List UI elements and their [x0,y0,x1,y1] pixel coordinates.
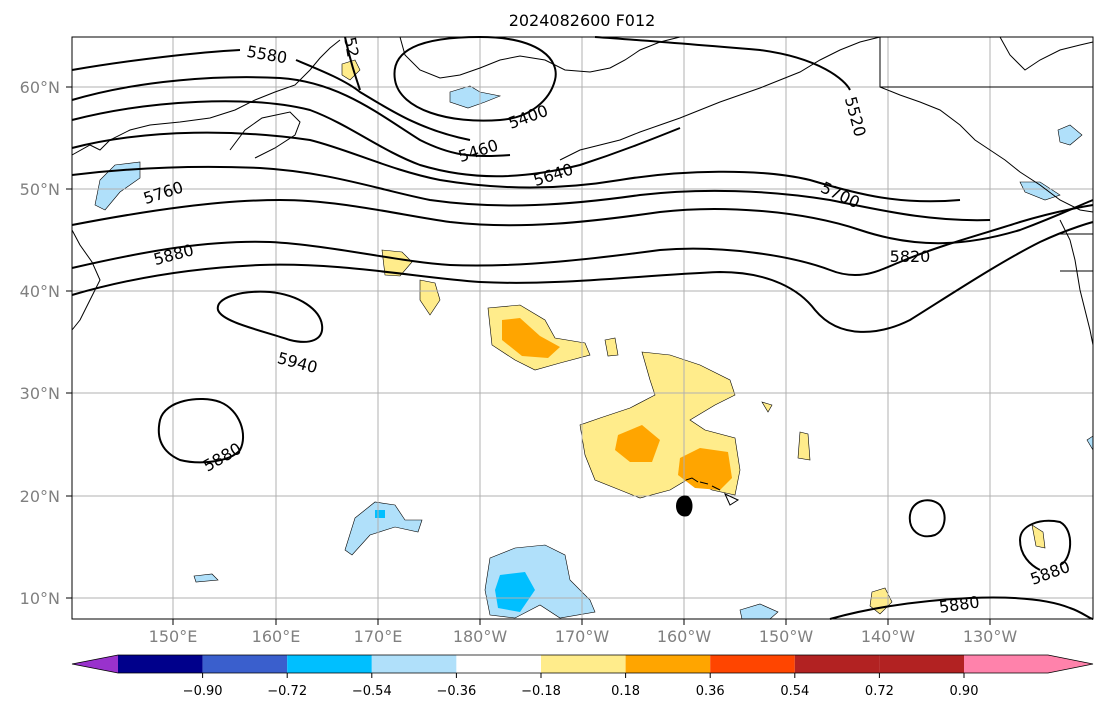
colorbar-label: −0.36 [436,684,476,699]
lon-label: 140°W [861,627,916,646]
negative-anomaly-region [1057,124,1083,146]
lon-label: 150°W [759,627,814,646]
tick-marks [66,86,991,625]
colorbar-segment [541,655,626,673]
longitude-labels: 150°E 160°E 170°E 180°W 170°W 160°W 150°… [149,627,1018,646]
contour-5640 [71,100,681,178]
contour-5700 [71,131,961,203]
positive-anomaly-core [678,448,732,490]
contour-5880 [71,204,1094,277]
colorbar-label: −0.90 [183,684,223,699]
colorbar-label: −0.18 [521,684,561,699]
negative-anomaly-region [344,501,423,556]
colorbar-label: 0.90 [950,684,979,699]
colorbar-segment [879,655,964,673]
colorbar-label: −0.54 [352,684,392,699]
coastlines [71,36,1094,346]
latitude-labels: 60°N 50°N 40°N 30°N 20°N 10°N [20,78,60,608]
negative-anomaly-core [375,510,385,518]
negative-anomaly-region [739,603,779,620]
colorbar-segment [456,655,541,673]
contour-label: 5820 [890,247,931,266]
lon-label: 170°E [354,627,403,646]
lon-label: 160°W [657,627,712,646]
contour-5880-c [157,398,245,464]
contour-5820 [71,198,1094,245]
colorbar-outline [71,654,1094,674]
positive-anomaly-core [615,425,660,462]
colorbar-segment [625,655,711,673]
colorbar-segment [710,655,795,673]
anomaly-shading [94,59,1094,620]
contour-5520 [344,36,851,91]
colorbar-left-arrow [72,655,118,673]
negative-anomaly-region [94,161,141,211]
negative-anomaly-region [193,573,219,583]
colorbar-label: 0.54 [780,684,809,699]
lon-label: 170°W [555,627,610,646]
contour-5880-e [1019,520,1072,571]
negative-anomaly-region [1019,181,1061,201]
lat-label: 20°N [20,487,60,506]
contour-5760 [71,165,991,222]
figure-title: 2024082600 F012 [509,11,656,30]
positive-anomaly-region [419,279,441,316]
graticule [72,37,1093,619]
negative-anomaly-core [495,572,535,612]
lon-label: 180°W [453,627,508,646]
positive-anomaly-core [502,318,560,358]
colorbar-segment [118,655,203,673]
contour-5880-b [71,221,1094,333]
colorbar-segment [794,655,880,673]
lat-label: 10°N [20,589,60,608]
colorbar-label: 0.36 [696,684,725,699]
colorbar-segment [202,655,288,673]
contour-label: 52 [340,35,362,58]
lon-label: 150°E [149,627,198,646]
colorbar-segment [371,655,457,673]
positive-anomaly-region [604,337,619,357]
colorbar-label: 0.18 [611,684,640,699]
lat-label: 30°N [20,384,60,403]
lat-label: 50°N [20,180,60,199]
lat-label: 40°N [20,282,60,301]
lon-label: 130°W [963,627,1018,646]
colorbar-segment [287,655,372,673]
contour-5940 [216,290,324,343]
positive-anomaly-region [797,431,811,461]
contour-5880-f [829,596,1094,620]
colorbar-label: −0.72 [267,684,307,699]
positive-anomaly-region [761,401,773,413]
colorbar-right-arrow [964,655,1093,673]
colorbar-label: 0.72 [865,684,894,699]
contour-5460 [71,76,511,158]
height-contours [71,35,1094,620]
lon-label: 160°E [252,627,301,646]
contour-5400-low [393,35,557,122]
hawaii-islands [676,477,740,517]
contour-5580 [71,49,471,141]
colorbar: −0.90 −0.72 −0.54 −0.36 −0.18 0.18 0.36 … [71,654,1094,699]
lat-label: 60°N [20,78,60,97]
positive-anomaly-region [1031,524,1046,549]
contour-5880-d [908,499,946,538]
